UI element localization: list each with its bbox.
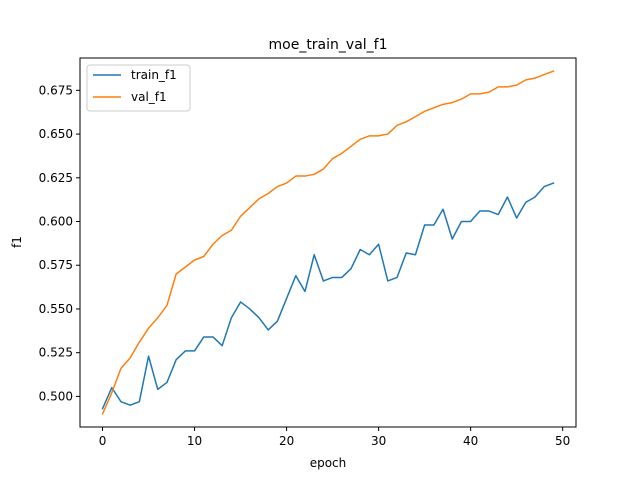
legend-box xyxy=(86,64,191,112)
chart-title: moe_train_val_f1 xyxy=(269,37,388,53)
x-tick-label: 10 xyxy=(187,434,202,448)
axes-frame xyxy=(79,57,577,428)
x-axis-label: epoch xyxy=(310,456,347,470)
legend-label-train-f1: train_f1 xyxy=(131,68,177,82)
series-line-val-f1 xyxy=(101,70,555,415)
x-axis-ticks: 0 10 20 30 40 50 xyxy=(99,427,570,448)
legend: train_f1 val_f1 xyxy=(86,64,191,112)
y-tick-label: 0.600 xyxy=(39,215,73,229)
y-tick-label: 0.500 xyxy=(39,389,73,403)
series-layer xyxy=(101,70,555,415)
y-tick-label: 0.550 xyxy=(39,302,73,316)
y-axis-label: f1 xyxy=(10,236,24,248)
y-tick-label: 0.625 xyxy=(39,171,73,185)
x-tick-label: 30 xyxy=(371,434,386,448)
series-line-train-f1 xyxy=(101,182,555,410)
y-tick-label: 0.575 xyxy=(39,258,73,272)
y-tick-label: 0.675 xyxy=(39,83,73,97)
x-tick-label: 40 xyxy=(463,434,478,448)
plot-area xyxy=(79,57,577,428)
x-tick-label: 20 xyxy=(279,434,294,448)
y-axis-ticks: 0.500 0.525 0.550 0.575 0.600 0.625 0.650 0.675 xyxy=(39,83,80,403)
x-tick-label: 0 xyxy=(99,434,107,448)
x-tick-label: 50 xyxy=(555,434,570,448)
legend-label-val-f1: val_f1 xyxy=(131,90,167,104)
y-tick-label: 0.650 xyxy=(39,127,73,141)
y-tick-label: 0.525 xyxy=(39,346,73,360)
